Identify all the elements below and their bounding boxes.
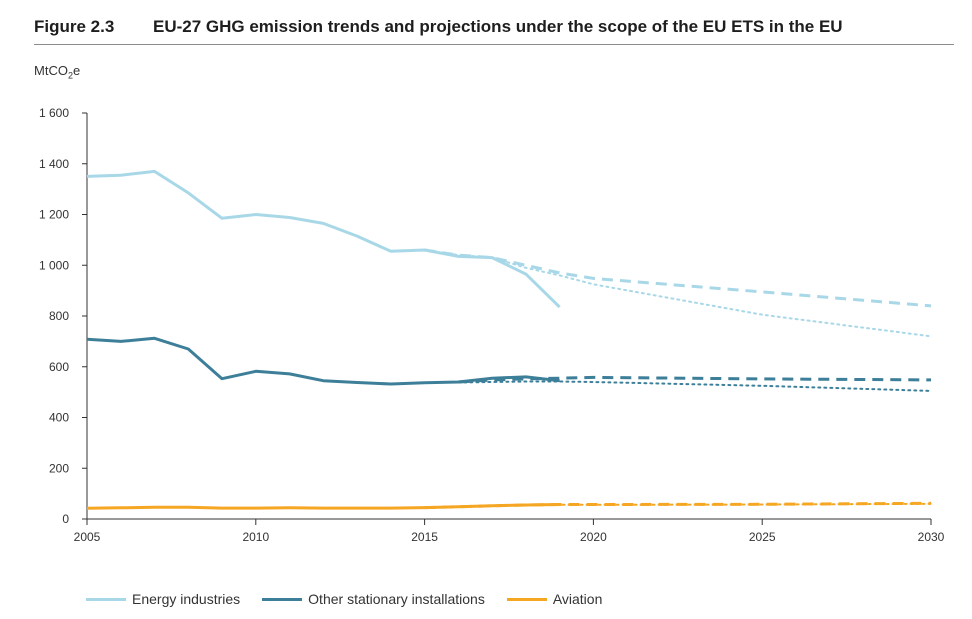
energy-industries-projection-dashed-line bbox=[424, 248, 932, 308]
chart-legend: Energy industries Other stationary instal… bbox=[86, 589, 624, 609]
y-tick-label: 1 000 bbox=[39, 258, 69, 272]
y-tick-label: 800 bbox=[49, 309, 69, 323]
aviation-historical-line bbox=[86, 503, 560, 510]
legend-item-other-stationary-installations: Other stationary installations bbox=[262, 591, 485, 607]
legend-swatch bbox=[506, 597, 547, 601]
y-tick-label: 1 200 bbox=[39, 208, 69, 222]
other-stationary-installations-projection-dotted-line bbox=[457, 380, 932, 392]
other-stationary-installations-historical-line bbox=[86, 336, 560, 386]
x-tick-label: 2005 bbox=[74, 530, 101, 544]
x-tick-label: 2025 bbox=[749, 530, 776, 544]
energy-industries-projection-dotted-line bbox=[423, 249, 932, 338]
figure-label: Figure 2.3 bbox=[34, 17, 115, 36]
legend-item-energy-industries: Energy industries bbox=[86, 591, 240, 607]
chart-axes: 0 200 400 600 800 1 000 1 200 1 400 1 600 2005 201… bbox=[39, 106, 945, 544]
y-tick-label: 400 bbox=[49, 411, 69, 425]
figure-header: Figure 2.3 EU-27 GHG emission trends and… bbox=[34, 14, 954, 45]
y-tick-label: 1 600 bbox=[39, 106, 69, 120]
y-tick-label: 0 bbox=[62, 512, 69, 526]
y-tick-label: 1 400 bbox=[39, 157, 69, 171]
x-tick-label: 2030 bbox=[918, 530, 945, 544]
y-axis-unit-label: MtCO2e bbox=[34, 63, 81, 81]
legend-label: Aviation bbox=[552, 591, 603, 607]
legend-swatch bbox=[262, 597, 303, 601]
legend-label: Other stationary installations bbox=[308, 591, 485, 607]
x-tick-label: 2015 bbox=[411, 530, 438, 544]
x-tick-label: 2010 bbox=[242, 530, 269, 544]
chart-series bbox=[86, 169, 932, 510]
energy-industries-historical-line bbox=[86, 169, 561, 309]
figure-title: EU-27 GHG emission trends and projection… bbox=[153, 17, 843, 36]
legend-label: Energy industries bbox=[132, 591, 241, 607]
legend-swatch bbox=[86, 597, 126, 601]
x-tick-label: 2020 bbox=[580, 530, 607, 544]
y-tick-label: 600 bbox=[49, 360, 69, 374]
legend-item-aviation: Aviation bbox=[506, 591, 603, 607]
y-tick-label: 200 bbox=[49, 461, 69, 475]
